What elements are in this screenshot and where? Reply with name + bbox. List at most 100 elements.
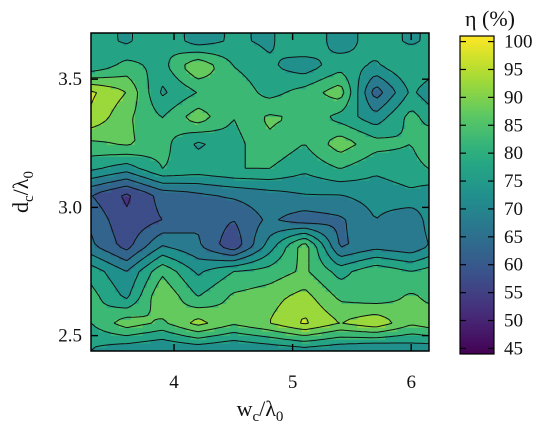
contour-cell [218,307,223,312]
contour-cell [162,195,168,201]
contour-cell [289,199,295,205]
contour-cell [122,275,128,281]
contour-cell [186,168,192,173]
contour-cell [166,315,172,320]
contour-cell [305,128,311,133]
contour-cell [218,160,223,165]
contour-cell [222,152,227,157]
contour-cell [309,195,315,201]
contour-cell [381,203,386,209]
contour-cell [130,144,136,149]
contour-cell [134,223,140,229]
contour-cell [321,156,327,161]
contour-cell [98,331,104,336]
contour-cell [417,279,422,285]
contour-cell [190,195,195,201]
contour-cell [126,160,132,165]
contour-cell [269,192,275,197]
contour-cell [349,140,355,145]
contour-cell [118,180,124,185]
contour-cell [297,251,303,257]
contour-cell [134,160,140,165]
contour-cell [118,235,124,241]
contour-cell [130,339,136,344]
contour-cell [210,192,215,197]
contour-cell [166,251,172,257]
contour-cell [417,136,422,141]
contour-cell [234,164,239,169]
contour-cell [226,152,231,157]
contour-cell [246,124,251,129]
contour-cell [381,267,386,273]
contour-cell [134,148,140,153]
contour-cell [401,323,406,328]
contour-cell [130,128,136,133]
contour-cell [238,180,243,185]
contour-cell [134,235,140,241]
contour-cell [162,307,168,312]
contour-cell [158,243,164,249]
contour-cell [273,335,279,340]
contour-cell [349,259,355,265]
contour-cell [254,335,259,340]
contour-cell [393,323,398,328]
contour-cell [114,172,120,177]
contour-cell [317,120,323,126]
contour-cell [214,291,219,296]
contour-cell [146,263,152,269]
contour-cell [365,327,370,332]
contour-cell [409,287,414,292]
contour-cell [146,132,152,137]
contour-cell [202,140,207,145]
contour-cell [281,283,287,288]
contour-cell [118,192,124,197]
contour-cell [218,247,223,253]
contour-cell [269,195,275,201]
contour-cell [373,267,378,273]
contour-cell [102,295,108,300]
contour-cell [158,160,164,165]
contour-cell [393,156,398,161]
contour-cell [353,168,359,173]
contour-cell [329,299,335,304]
contour-cell [361,188,366,193]
contour-cell [210,339,215,344]
contour-cell [317,247,323,253]
contour-cell [254,203,259,209]
contour-cell [170,203,176,209]
contour-cell [238,311,243,316]
contour-cell [190,188,195,193]
contour-cell [230,184,235,189]
contour-cell [242,239,247,245]
contour-cell [413,251,418,257]
contour-cell [202,299,207,304]
contour-cell [337,124,343,129]
contour-cell [281,132,287,137]
contour-cell [202,275,207,281]
contour-cell [106,247,112,253]
contour-cell [230,144,235,149]
contour-cell [269,227,275,233]
contour-cell [413,215,418,221]
contour-cell [206,251,211,257]
contour-cell [361,239,366,245]
contour-cell [254,195,259,201]
contour-cell [102,239,108,245]
contour-cell [285,160,291,165]
contour-cell [337,164,343,169]
contour-cell [206,199,211,205]
contour-cell [222,192,227,197]
contour-cell [174,144,180,149]
contour-cell [190,215,195,221]
contour-cell [401,160,406,165]
contour-cell [317,339,323,344]
contour-cell [289,267,295,273]
contour-cell [301,315,307,320]
contour-cell [265,160,271,165]
contour-cell [377,192,382,197]
contour-cell [182,275,188,281]
contour-cell [305,124,311,129]
contour-cell [182,271,188,277]
contour-cell [289,192,295,197]
contour-cell [325,299,331,304]
